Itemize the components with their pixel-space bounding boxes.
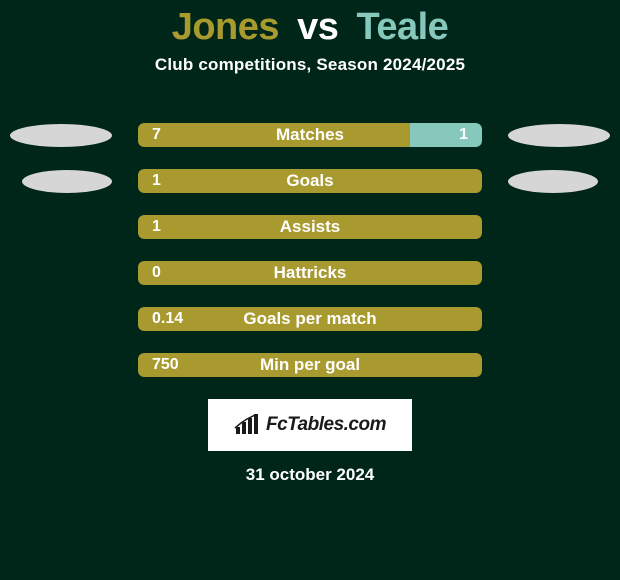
chart-bars-icon <box>234 414 262 436</box>
stat-row: 1 Goals <box>10 169 610 193</box>
stat-value-right: 1 <box>459 126 468 144</box>
stat-bar: 7 1 Matches <box>138 123 482 147</box>
stat-row: 0 Hattricks <box>10 261 610 285</box>
player2-badge <box>508 124 610 147</box>
stat-label: Assists <box>280 217 340 237</box>
stat-label: Goals per match <box>243 309 376 329</box>
stat-label: Goals <box>286 171 333 191</box>
stat-label: Min per goal <box>260 355 360 375</box>
stat-label: Matches <box>276 125 344 145</box>
stat-bar: 750 Min per goal <box>138 353 482 377</box>
stat-label: Hattricks <box>274 263 347 283</box>
bar-segment-right <box>410 123 482 147</box>
stat-bar: 1 Assists <box>138 215 482 239</box>
stat-row: 0.14 Goals per match <box>10 307 610 331</box>
stats-chart: 7 1 Matches 1 Goals 1 Assists 0 Hattricks 0.14 Goa… <box>0 123 620 377</box>
player2-badge <box>508 170 598 193</box>
stat-value-left: 0 <box>152 264 161 282</box>
stat-value-left: 750 <box>152 356 179 374</box>
comparison-title: Jones vs Teale <box>0 0 620 49</box>
player1-badge <box>10 124 112 147</box>
player1-badge <box>22 170 112 193</box>
stat-bar: 1 Goals <box>138 169 482 193</box>
title-player1: Jones <box>172 6 279 48</box>
stat-row: 750 Min per goal <box>10 353 610 377</box>
stat-value-left: 7 <box>152 126 161 144</box>
stat-value-left: 1 <box>152 172 161 190</box>
stat-row: 7 1 Matches <box>10 123 610 147</box>
title-player2: Teale <box>356 6 448 48</box>
date-label: 31 october 2024 <box>0 465 620 485</box>
subtitle: Club competitions, Season 2024/2025 <box>0 55 620 75</box>
branding-box: FcTables.com <box>208 399 412 451</box>
branding-text: FcTables.com <box>266 414 386 436</box>
title-vs: vs <box>297 6 338 48</box>
stat-row: 1 Assists <box>10 215 610 239</box>
stat-bar: 0 Hattricks <box>138 261 482 285</box>
bar-segment-left <box>138 123 410 147</box>
stat-value-left: 1 <box>152 218 161 236</box>
stat-value-left: 0.14 <box>152 310 183 328</box>
stat-bar: 0.14 Goals per match <box>138 307 482 331</box>
